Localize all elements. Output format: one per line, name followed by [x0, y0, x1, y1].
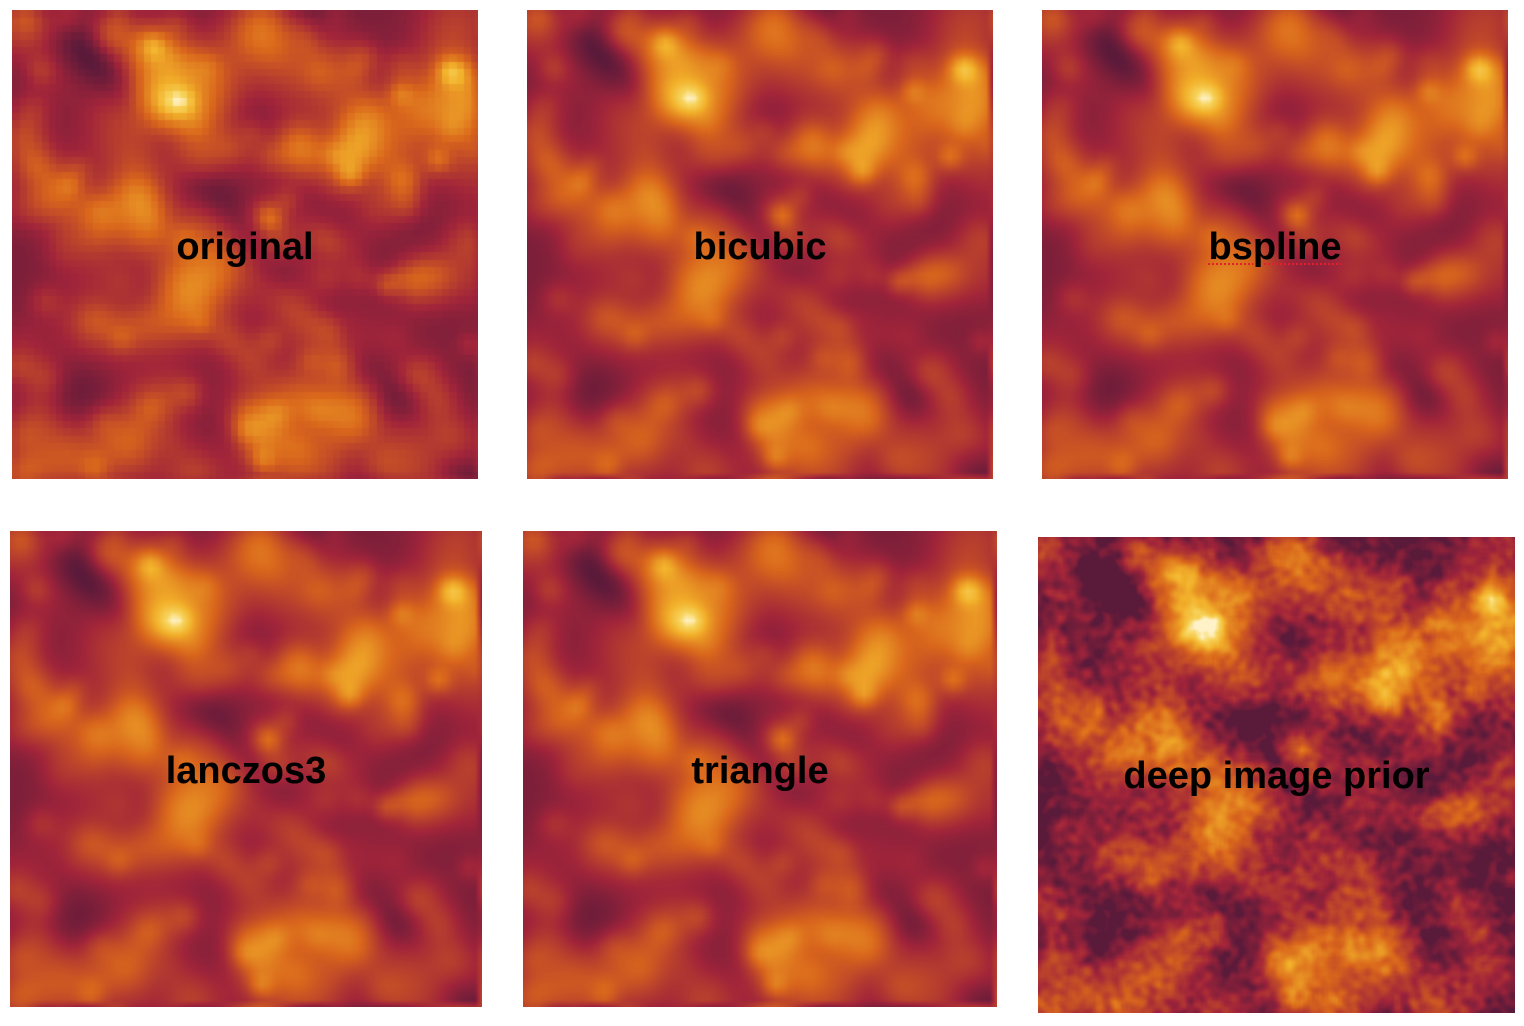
tile-bspline: bspline [1042, 10, 1508, 479]
tile-label-original: original [176, 226, 314, 268]
tile-label-deep-image-prior: deep image prior [1123, 755, 1430, 797]
tile-triangle: triangle [523, 531, 997, 1007]
tile-lanczos3: lanczos3 [10, 531, 482, 1007]
tile-label-lanczos3: lanczos3 [165, 750, 327, 792]
deep-image-prior-image [1038, 537, 1515, 1013]
original-image [12, 10, 478, 479]
bspline-image [1042, 10, 1508, 479]
lanczos3-image [10, 531, 482, 1007]
bicubic-image [527, 10, 993, 479]
tile-original: original [12, 10, 478, 479]
tile-label-bspline-text: bspline [1208, 226, 1342, 268]
tile-bicubic: bicubic [527, 10, 993, 479]
tile-label-triangle: triangle [691, 750, 829, 792]
tile-label-bspline: bspline [1042, 228, 1508, 266]
tile-label-bicubic: bicubic [693, 226, 827, 268]
triangle-image [523, 531, 997, 1007]
tile-deep-image-prior: deep image prior [1038, 537, 1515, 1013]
